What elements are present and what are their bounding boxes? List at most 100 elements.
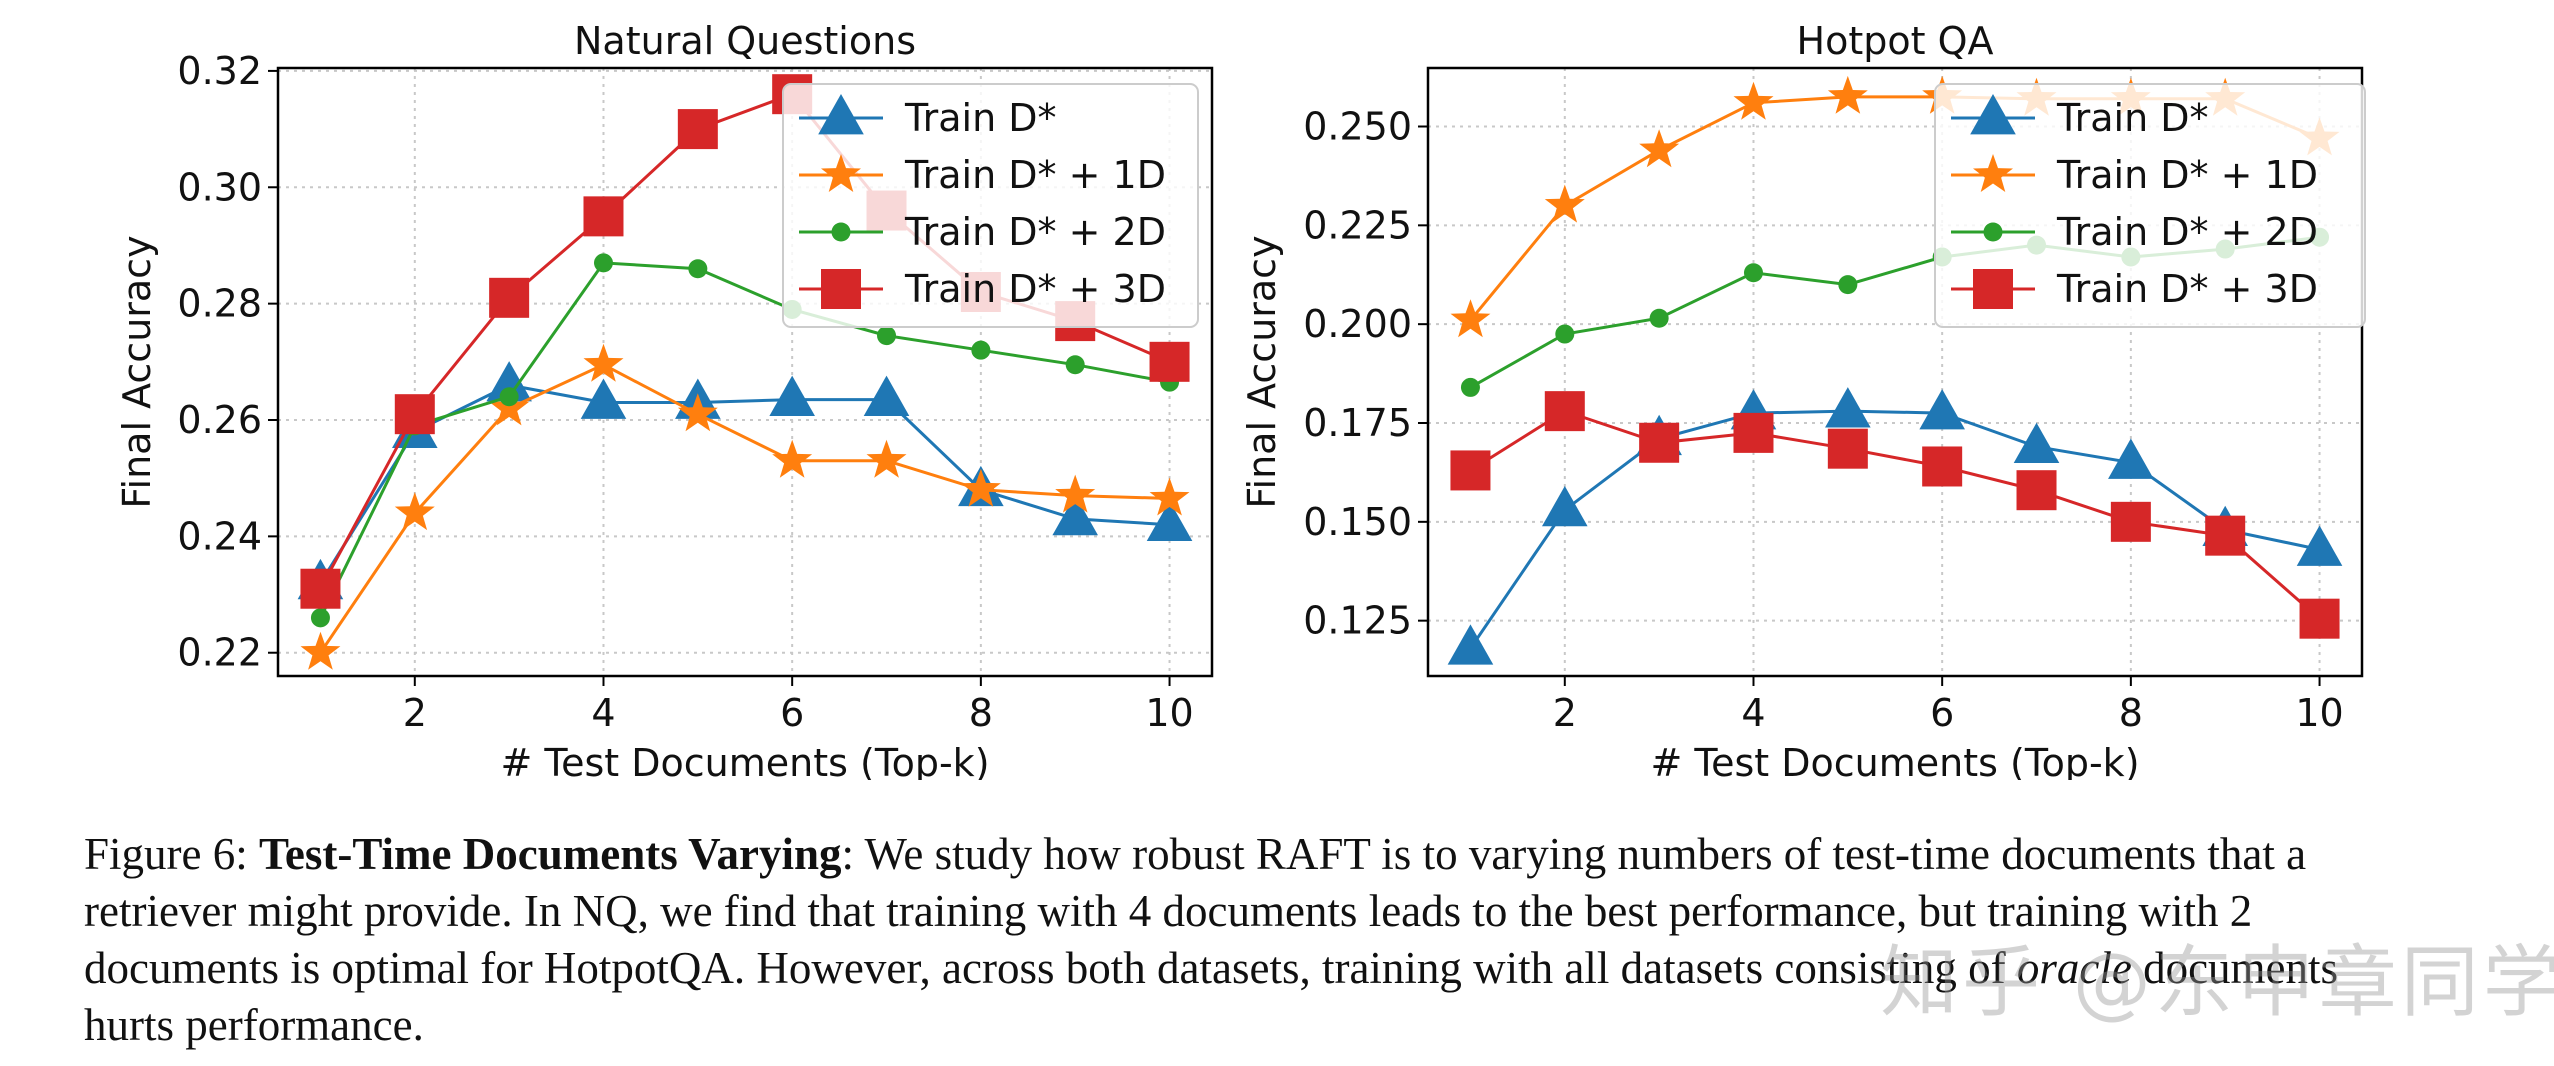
y-tick-label: 0.125 (1303, 599, 1412, 643)
data-point-star (300, 631, 341, 670)
legend-label: Train D* + 3D (2056, 267, 2318, 311)
x-tick-label: 4 (591, 691, 615, 735)
chart-title: Hotpot QA (1797, 19, 1994, 63)
data-point-triangle (1541, 485, 1588, 527)
data-point-star (1544, 184, 1585, 223)
data-point-star (1450, 299, 1491, 338)
legend: Train D* Train D* + 1D Train D* + 2D Train … (1934, 83, 2366, 328)
x-tick-label: 8 (969, 691, 993, 735)
data-point-triangle (486, 361, 532, 402)
data-point-triangle (1447, 624, 1494, 665)
y-tick-label: 0.200 (1303, 302, 1412, 346)
data-point-circle (1460, 377, 1480, 397)
y-tick-label: 0.22 (177, 631, 262, 675)
legend-marker-circle (831, 222, 851, 242)
chart-title: Natural Questions (574, 19, 916, 63)
watermark: 知乎 @东申章同学 (1880, 938, 2554, 1028)
legend-item: Train D* + 2D (799, 210, 1166, 254)
data-point-star (866, 439, 907, 478)
data-point-square (1639, 422, 1680, 463)
y-tick-label: 0.150 (1303, 500, 1412, 544)
y-tick-label: 0.250 (1303, 105, 1412, 149)
legend-item: Train D* + 1D (799, 153, 1166, 197)
figure-panels: 2 4 6 8 10 0.22 0.24 0.26 0.28 0.30 0.32 Natural Qu… (115, 19, 2366, 780)
data-point-circle (593, 253, 613, 273)
y-tick-label: 0.28 (177, 282, 262, 326)
legend-item: Train D* (1951, 94, 2209, 140)
y-tick-label: 0.30 (177, 165, 262, 209)
legend-item: Train D* + 1D (1951, 153, 2318, 197)
legend-marker-square (821, 269, 861, 309)
data-point-square (1149, 341, 1190, 382)
data-point-square (2016, 470, 2057, 511)
data-point-star (1827, 75, 1868, 114)
legend-marker-square (1973, 269, 2013, 309)
legend-item: Train D* + 2D (1951, 210, 2318, 254)
legend-label: Train D* (904, 96, 1057, 140)
x-tick-label: 2 (403, 691, 427, 735)
x-tick-label: 8 (2119, 691, 2143, 735)
x-axis-label: # Test Documents (Top-k) (500, 741, 989, 780)
plot-frame (276, 66, 1214, 678)
y-tick-label: 0.32 (177, 49, 262, 93)
data-point-triangle (2296, 525, 2343, 566)
data-point-square (1544, 391, 1585, 432)
data-point-circle (971, 340, 991, 360)
series-line (1469, 409, 2321, 620)
series-train-d-2d (310, 253, 1180, 628)
data-point-square (677, 109, 718, 150)
data-point-circle (1649, 308, 1669, 328)
legend-box (782, 83, 1199, 328)
data-point-square (394, 394, 435, 435)
data-point-triangle (769, 375, 815, 416)
data-point-star (677, 393, 718, 432)
legend-marker-star (1973, 154, 2013, 192)
legend-item: Train D* + 3D (1951, 267, 2318, 311)
data-point-star (960, 468, 1001, 507)
x-axis-label: # Test Documents (Top-k) (1650, 741, 2139, 780)
x-tick-label: 6 (1930, 691, 1954, 735)
data-point-triangle (1825, 387, 1871, 428)
data-point-circle (1555, 324, 1575, 344)
legend-label: Train D* + 1D (2056, 153, 2318, 197)
legend-marker-triangle (818, 94, 864, 135)
caption-figure-label: Figure 6: (84, 829, 248, 879)
data-point-circle (499, 387, 519, 407)
x-tick-label: 10 (2295, 691, 2343, 735)
data-point-triangle (1919, 389, 1965, 430)
series-line (1469, 409, 2320, 650)
data-point-circle (1838, 275, 1858, 295)
legend-marker-circle (1983, 222, 2003, 242)
x-tick-label: 4 (1741, 691, 1765, 735)
data-point-triangle (863, 375, 910, 416)
caption-body-part2: documents hurts performance. (84, 943, 2339, 1050)
caption-title: Test-Time Documents Varying (259, 829, 842, 879)
data-point-square (2205, 515, 2246, 556)
data-point-circle (1065, 355, 1085, 375)
y-tick-label: 0.175 (1303, 401, 1412, 445)
y-tick-label: 0.24 (177, 514, 262, 558)
legend-box (1934, 83, 2366, 328)
data-point-square (1733, 412, 1774, 453)
data-point-square (1827, 428, 1868, 469)
y-axis-label: Final Accuracy (1240, 235, 1284, 508)
data-point-square (1450, 450, 1491, 491)
legend-label: Train D* + 3D (904, 267, 1166, 311)
data-point-triangle (1146, 500, 1193, 542)
data-point-square (1922, 446, 1963, 487)
data-point-circle (1743, 263, 1763, 283)
data-point-star (1149, 477, 1190, 516)
data-point-star (1733, 81, 1774, 120)
x-tick-label: 2 (1553, 691, 1577, 735)
y-axis-label: Final Accuracy (115, 235, 159, 508)
x-tick-label: 10 (1145, 691, 1193, 735)
data-point-star (1639, 129, 1680, 168)
data-point-triangle (1052, 494, 1099, 536)
series-line (319, 261, 1170, 619)
legend-label: Train D* + 2D (2056, 210, 2318, 254)
data-point-star (583, 343, 624, 382)
chart-panel-2: 2 4 6 8 10 0.125 0.150 0.175 0.200 0.225 0.250 Hotp… (1240, 19, 2366, 780)
legend-marker-triangle (1970, 94, 2016, 135)
data-point-triangle (580, 378, 627, 419)
data-point-circle (310, 608, 330, 628)
